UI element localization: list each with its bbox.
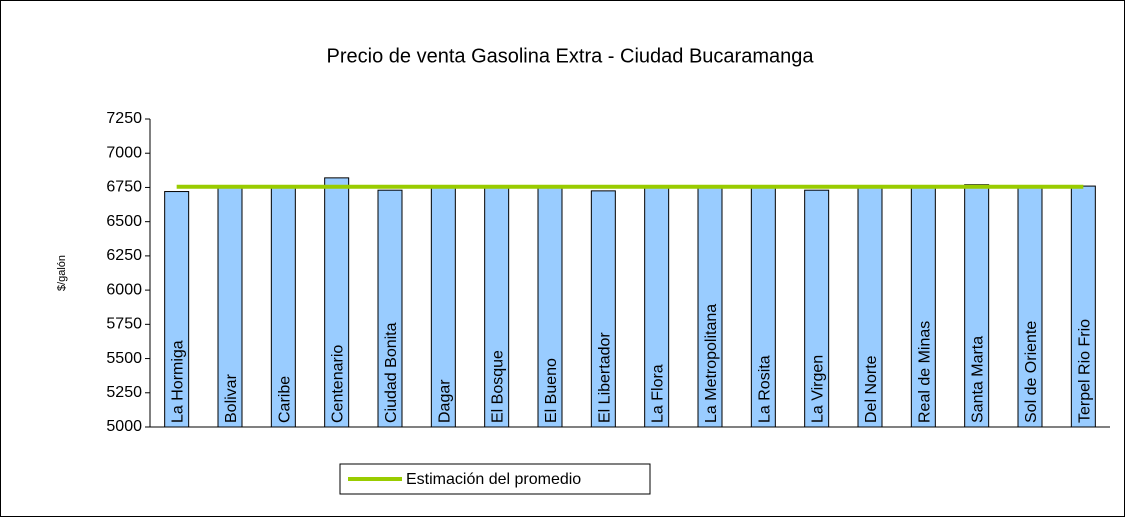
x-tick-label: Del Norte bbox=[863, 355, 880, 423]
x-tick-label: La Metropolitana bbox=[703, 304, 720, 423]
y-tick-label: 6250 bbox=[106, 247, 142, 264]
y-tick-label: 5750 bbox=[106, 316, 142, 333]
chart-title: Precio de venta Gasolina Extra - Ciudad … bbox=[327, 45, 815, 67]
y-axis-label: $/galón bbox=[56, 255, 68, 291]
x-tick-label: Caribe bbox=[276, 376, 293, 423]
x-tick-label: La Flora bbox=[650, 364, 667, 423]
legend-label: Estimación del promedio bbox=[406, 471, 581, 488]
y-tick-label: 6000 bbox=[106, 281, 142, 298]
y-tick-label: 5500 bbox=[106, 350, 142, 367]
x-tick-label: Santa Marta bbox=[970, 336, 987, 423]
y-tick-label: 5250 bbox=[106, 384, 142, 401]
bar bbox=[324, 177, 350, 428]
bar bbox=[750, 186, 776, 428]
x-tick-label: Centenario bbox=[330, 345, 347, 423]
x-tick-label: La Virgen bbox=[810, 355, 827, 423]
bar bbox=[910, 186, 936, 428]
bar bbox=[1017, 186, 1043, 428]
x-tick-label: La Rosita bbox=[756, 355, 773, 423]
x-tick-label: Real de Minas bbox=[916, 321, 933, 423]
bar bbox=[430, 186, 456, 428]
x-tick-label: Dagar bbox=[436, 379, 453, 423]
x-tick-label: Bolivar bbox=[223, 373, 240, 423]
x-tick-label: El Bueno bbox=[543, 358, 560, 423]
x-tick-label: La Hormiga bbox=[170, 340, 187, 423]
bar bbox=[857, 186, 883, 428]
bar bbox=[1070, 185, 1096, 428]
bar bbox=[590, 190, 616, 428]
y-tick-label: 7000 bbox=[106, 144, 142, 161]
y-tick-label: 7250 bbox=[106, 110, 142, 127]
y-tick-label: 5000 bbox=[106, 418, 142, 435]
x-tick-label: Sol de Oriente bbox=[1023, 321, 1040, 423]
bar bbox=[697, 186, 723, 428]
y-tick-label: 6500 bbox=[106, 213, 142, 230]
bar bbox=[164, 191, 190, 428]
x-tick-label: El Libertador bbox=[596, 332, 613, 423]
bar bbox=[644, 186, 670, 428]
bar bbox=[964, 184, 990, 428]
x-tick-label: El Bosque bbox=[490, 350, 507, 423]
bar bbox=[377, 189, 403, 428]
y-tick-label: 6750 bbox=[106, 179, 142, 196]
bar bbox=[804, 189, 830, 428]
x-tick-label: Terpel Rio Frio bbox=[1076, 319, 1093, 423]
bar bbox=[484, 186, 510, 428]
x-tick-label: Ciudad Bonita bbox=[383, 322, 400, 423]
